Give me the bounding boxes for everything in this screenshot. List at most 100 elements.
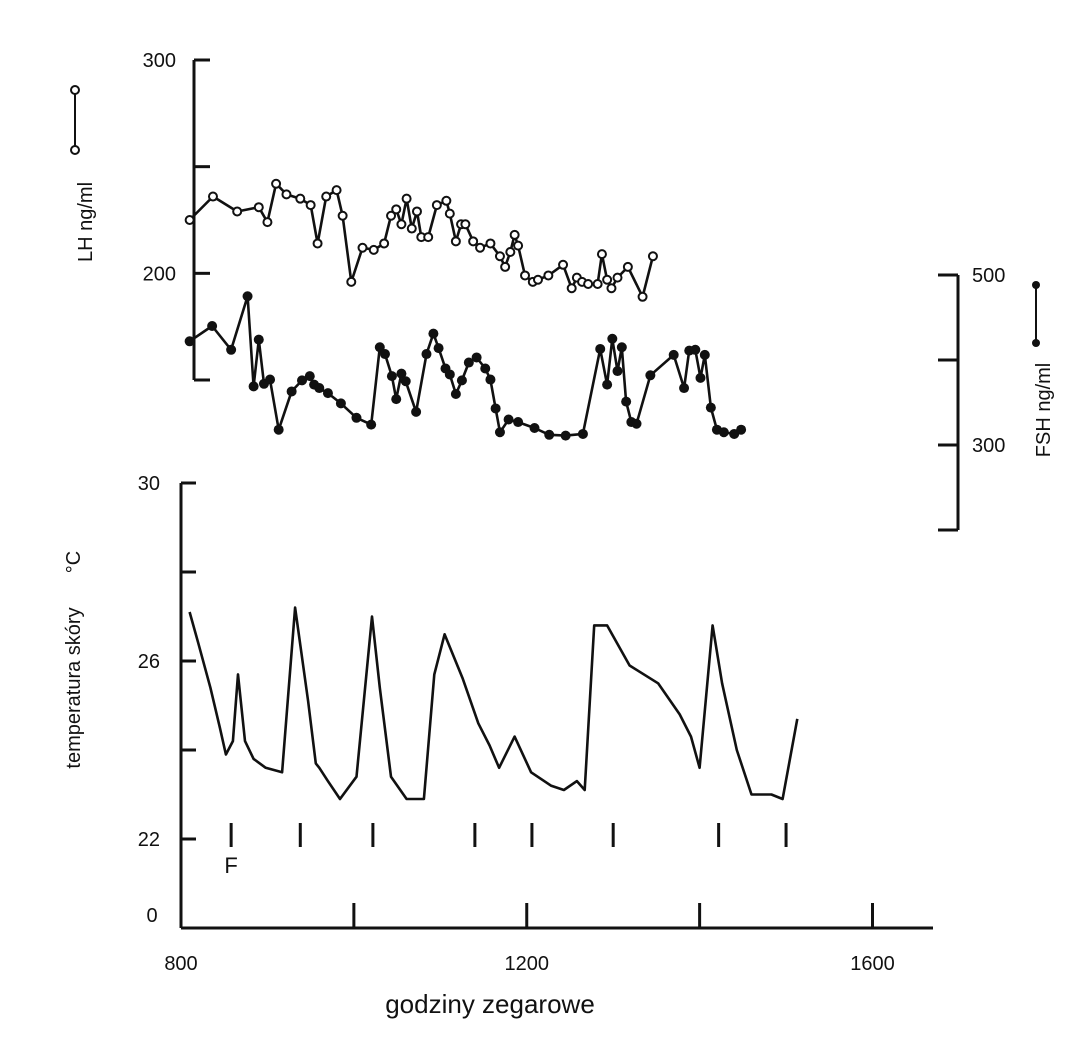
fsh-legend-filled-marker	[1032, 339, 1040, 347]
lh-axis-title: LH ng/ml	[75, 182, 97, 262]
lh-point	[583, 279, 594, 289]
fsh-point	[265, 374, 276, 385]
temp-baseline-label: 0	[146, 905, 157, 927]
lh-point	[337, 210, 348, 221]
fsh-point	[529, 423, 540, 433]
lh-point	[558, 259, 569, 270]
lh-point	[305, 200, 316, 211]
fsh-point	[273, 424, 284, 435]
pulse-markers	[229, 823, 788, 847]
fsh-point	[322, 388, 333, 399]
lh-point	[262, 217, 273, 228]
fsh-point	[544, 429, 555, 440]
lh-point	[406, 223, 417, 234]
lh-point	[281, 189, 292, 200]
fsh-point	[421, 349, 432, 360]
fsh-point	[690, 344, 701, 355]
lh-series	[184, 178, 658, 302]
fsh-point	[456, 375, 467, 386]
fsh-point	[400, 376, 411, 387]
lh-point	[596, 249, 607, 260]
fsh-point	[503, 414, 514, 425]
lh-point	[520, 270, 531, 281]
lh-point	[543, 270, 554, 281]
lh-point	[391, 204, 402, 215]
fsh-point	[695, 372, 706, 383]
fsh-point	[513, 417, 524, 428]
f-label: F	[224, 853, 237, 878]
lh-point	[494, 251, 505, 262]
fsh-point	[379, 349, 390, 360]
lh-point	[460, 219, 471, 230]
fsh-point	[595, 343, 606, 354]
lh-point	[566, 283, 577, 294]
lh-point	[602, 274, 613, 285]
lh-point	[357, 242, 368, 253]
fsh-point	[490, 403, 501, 414]
lh-point	[505, 247, 516, 257]
lh-point	[386, 210, 397, 221]
fsh-tick-label: 300	[972, 435, 1005, 457]
lh-point	[612, 272, 623, 283]
lh-legend-open-marker	[70, 145, 80, 155]
fsh-point	[391, 394, 402, 405]
fsh-axis: 300 500	[938, 265, 1005, 532]
fsh-point	[631, 418, 642, 429]
lh-point	[232, 206, 243, 217]
lh-point	[379, 238, 390, 249]
lh-point	[401, 193, 412, 204]
fsh-point	[718, 427, 729, 438]
lh-point	[450, 236, 461, 247]
lh-point	[509, 229, 520, 240]
lh-legend-open-marker	[70, 85, 80, 95]
lh-point	[622, 261, 633, 272]
fsh-point	[184, 336, 195, 347]
lh-point	[606, 283, 617, 294]
fsh-point	[396, 368, 407, 379]
fsh-point	[616, 342, 627, 353]
lh-point	[271, 178, 282, 189]
temp-axis-unit: °C	[63, 551, 85, 573]
lh-point	[346, 276, 357, 287]
x-axis: 800 1200 1600	[164, 903, 933, 975]
lh-point	[532, 274, 543, 285]
lh-point	[513, 240, 524, 251]
x-tick-label: 1200	[504, 953, 549, 975]
lh-point	[411, 206, 422, 217]
lh-point	[500, 261, 511, 272]
lh-point	[485, 238, 496, 249]
lh-point	[468, 236, 479, 247]
fsh-point	[699, 349, 710, 360]
lh-point	[592, 279, 603, 289]
lh-point	[207, 191, 218, 202]
fsh-point	[304, 371, 315, 382]
lh-point	[441, 195, 452, 206]
series-layer	[184, 178, 799, 801]
lh-point	[253, 202, 264, 213]
fsh-point	[374, 342, 385, 353]
fsh-point	[248, 381, 259, 392]
fsh-point	[645, 370, 656, 381]
fsh-point	[463, 357, 474, 368]
temp-tick-label: 26	[138, 651, 160, 673]
x-tick-label: 800	[164, 953, 197, 975]
temp-axis-title: temperatura skóry	[63, 607, 85, 768]
fsh-point	[607, 333, 618, 344]
lh-point	[321, 191, 332, 202]
fsh-point	[351, 412, 362, 423]
fsh-point	[471, 352, 482, 363]
fsh-point	[297, 375, 308, 386]
lh-point	[637, 291, 648, 302]
fsh-point	[494, 427, 505, 438]
lh-point	[431, 200, 442, 211]
fsh-point	[444, 369, 455, 380]
fsh-axis-title: FSH ng/ml	[1033, 363, 1055, 457]
lh-tick-label: 300	[143, 50, 176, 72]
lh-point	[647, 251, 658, 262]
fsh-legend-filled-marker	[1032, 281, 1040, 289]
fsh-point	[286, 386, 297, 397]
fsh-point	[207, 321, 218, 331]
temp-series-line	[188, 606, 799, 801]
lh-tick-label: 200	[143, 263, 176, 285]
